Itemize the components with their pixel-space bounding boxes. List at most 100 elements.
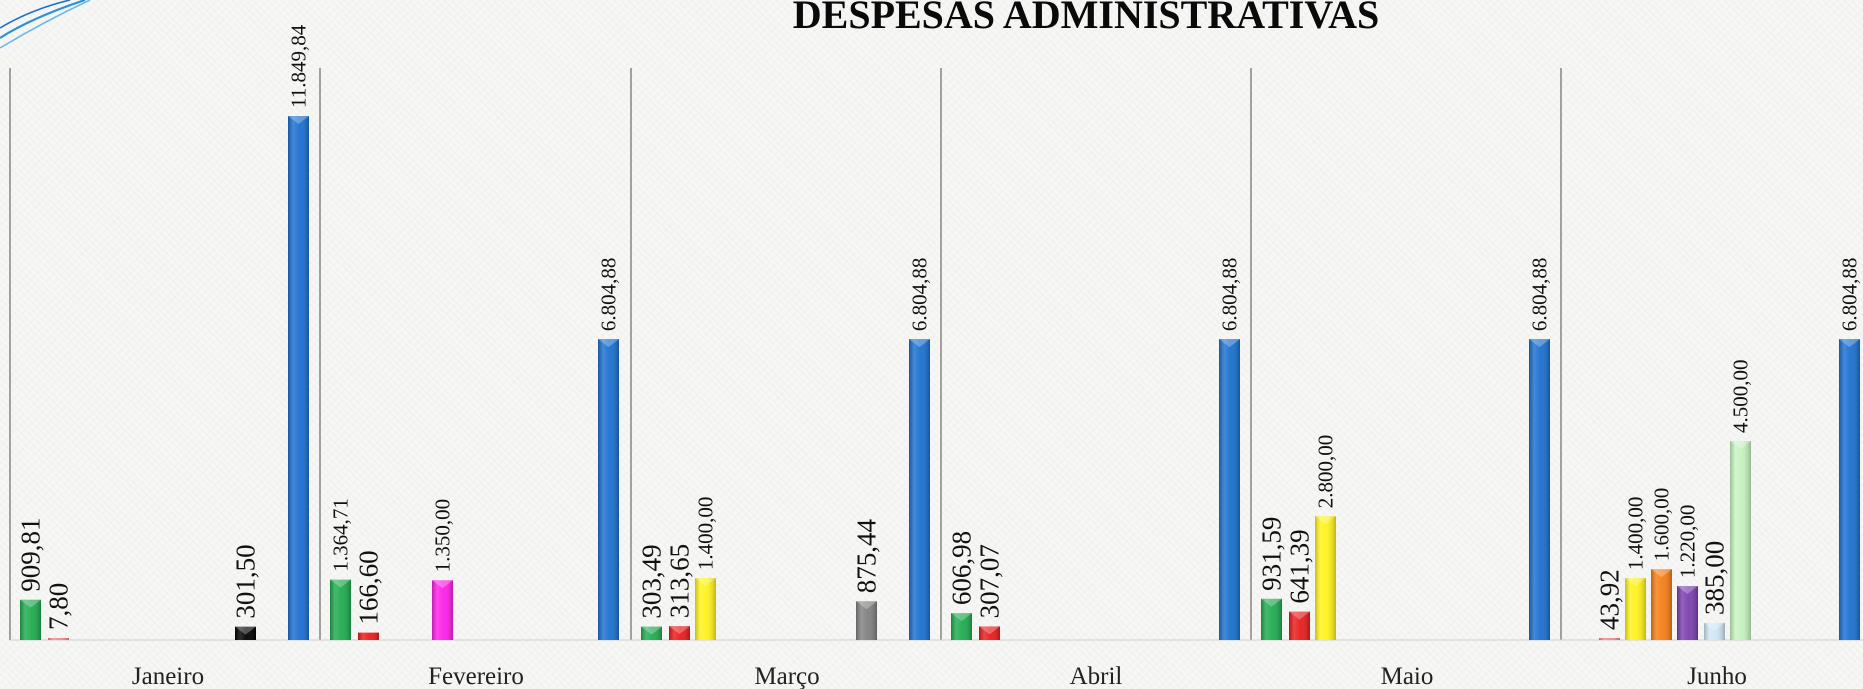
bar-cap [288,116,309,124]
data-label: 909,81 [16,518,46,592]
bar [330,579,351,640]
bar [288,116,309,640]
bar-cap [1289,611,1310,620]
bar-shine [1730,441,1751,640]
bar [358,632,379,640]
bar-cap [1839,339,1860,348]
data-label: 2.800,00 [1314,435,1338,509]
data-label: 313,65 [665,544,695,618]
bar-shine [288,116,309,640]
data-label: 1.400,00 [694,497,718,571]
bar-shine [358,632,379,640]
bar-cap [1704,622,1725,631]
bar [20,599,41,640]
bar-cap [856,601,877,610]
bar-cap [235,626,256,635]
bar-cap [1677,586,1698,595]
bar [1261,598,1282,640]
bar-shine [598,339,619,640]
bar [1219,339,1240,640]
bar [695,578,716,640]
bar-shine [20,599,41,640]
bar-cap [641,626,662,635]
bar [1315,516,1336,640]
data-label: 307,07 [975,544,1005,618]
bar-shine [909,339,930,640]
bar-cap [695,578,716,587]
bar [669,626,690,640]
bar-shine [432,580,453,640]
bar [909,339,930,640]
bar-cap [598,339,619,348]
bar-cap [1219,339,1240,348]
bar [235,626,256,640]
bar-cap [1315,516,1336,525]
bar [979,626,1000,640]
category-label: Março [754,663,819,689]
bar-cap [909,339,930,348]
bar [1625,578,1646,640]
bar-shine [1289,611,1310,640]
bar-cap [1529,339,1550,348]
bar-cap [1625,578,1646,587]
bar-cap [1261,598,1282,607]
bar-shine [1651,569,1672,640]
category-label: Maio [1381,663,1434,689]
data-label: 303,49 [637,544,667,618]
data-label: 4.500,00 [1729,360,1753,434]
bar [1529,339,1550,640]
data-label: 875,44 [852,519,882,594]
data-label: 6.804,88 [1838,258,1862,332]
category-label: Junho [1687,663,1747,689]
data-label: 43,92 [1595,569,1625,630]
data-label: 1.220,00 [1676,505,1700,579]
bar-shine [951,613,972,640]
bar-cap [669,626,690,635]
data-label: 385,00 [1700,541,1730,615]
data-label: 1.400,00 [1624,497,1648,571]
data-label: 606,98 [947,531,977,605]
bar-shine [1704,622,1725,640]
bar-shine [1529,339,1550,640]
bar [1599,638,1620,640]
data-label: 641,39 [1285,529,1315,603]
chart-title: DESPESAS ADMINISTRATIVAS [793,0,1379,37]
bar-shine [979,626,1000,640]
bar-cap [330,579,351,588]
bar-shine [1315,516,1336,640]
bar-shine [1219,339,1240,640]
bar-shine [1625,578,1646,640]
bar-cap [20,599,41,608]
category-label: Abril [1070,663,1123,689]
bar-cap [432,580,453,589]
bar [598,339,619,640]
bar [856,601,877,640]
bar [1289,611,1310,640]
data-label: 166,60 [354,550,384,624]
corner-decoration [0,0,91,49]
bar-shine [641,626,662,640]
bar-shine [669,626,690,640]
data-label: 931,59 [1257,517,1287,591]
data-label: 11.849,84 [287,24,311,108]
bar-shine [235,626,256,640]
bar [641,626,662,640]
bar-shine [856,601,877,640]
category-label: Janeiro [132,663,204,689]
bar-shine [330,579,351,640]
bar-cap [1730,441,1751,450]
bar [432,580,453,640]
bar-shine [695,578,716,640]
bar [1839,339,1860,640]
bar-shine [1261,598,1282,640]
data-label: 6.804,88 [597,258,621,332]
bar [1704,622,1725,640]
data-label: 1.350,00 [431,499,455,573]
bar-shine [1677,586,1698,640]
plot-area: 909,817,80 301,50 11.849,84 Janeiro 1.364,71… [9,24,1863,689]
data-label: 1.364,71 [329,498,353,572]
data-label: 1.600,00 [1650,488,1674,562]
bar [951,613,972,640]
bar-shine [1599,638,1620,640]
